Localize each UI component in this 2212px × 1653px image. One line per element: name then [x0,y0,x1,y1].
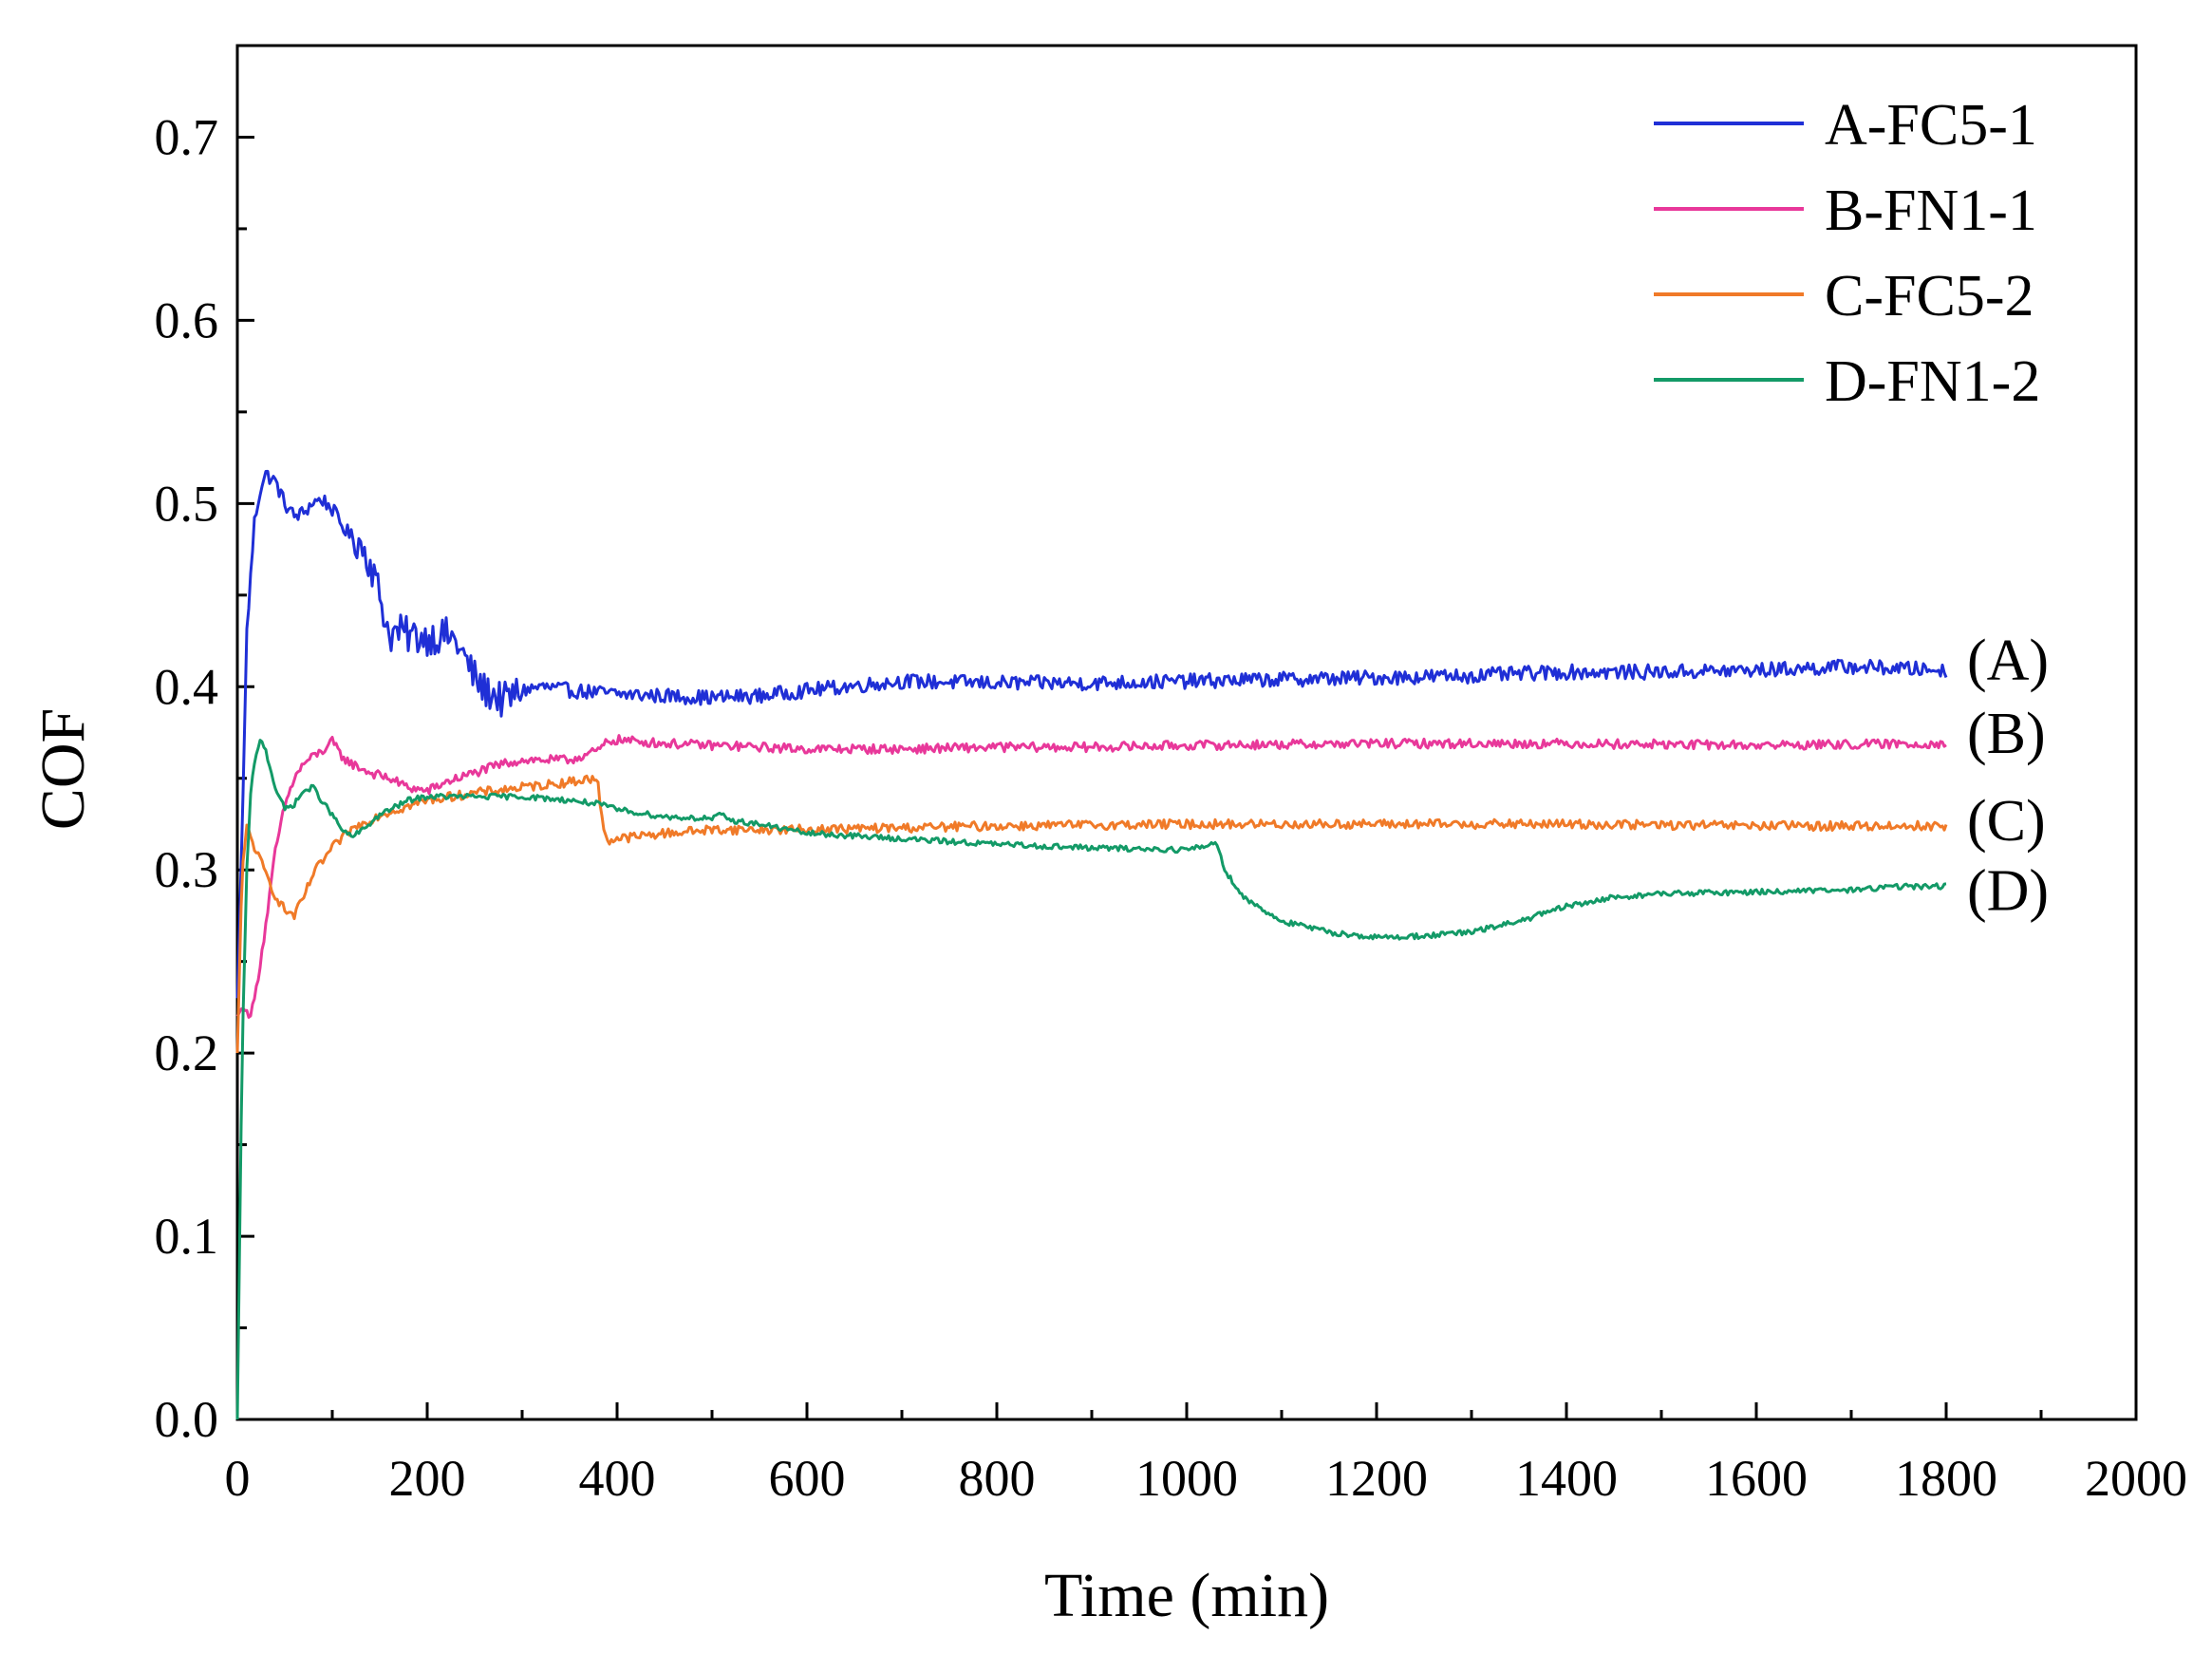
series-end-labels: (A) (B) (C)(D) [1967,629,2049,924]
series-line-a-fc5-1 [235,469,1948,999]
x-tick-label: 800 [959,1450,1036,1507]
y-tick-label: 0.6 [155,291,219,348]
x-axis-title: Time (min) [1044,1561,1329,1630]
x-tick-label: 0 [225,1450,251,1507]
plot-frame [235,44,2138,1421]
x-tick-label: 1800 [1895,1450,1997,1507]
x-tick-label: 2000 [2085,1450,2187,1507]
legend-label: A-FC5-1 [1825,93,2037,158]
series-line-c-fc5-2 [235,774,1948,1054]
x-tick-label: 200 [389,1450,466,1507]
x-axis-ticks: 0 200 400 600 800 1000 1200 1400 1600 1800 2000 [225,1402,2187,1507]
legend-label: D-FN1-2 [1825,349,2040,414]
y-axis-ticks: 0.0 0.1 0.2 0.3 0.4 0.5 0.6 0.7 [155,108,254,1448]
series-lines [235,469,1948,1420]
x-tick-label: 600 [769,1450,846,1507]
series-end-label: (B) [1967,702,2046,766]
series-line-d-fn1-2 [235,739,1947,1420]
y-tick-label: 0.4 [155,658,219,715]
y-tick-label: 0.2 [155,1024,219,1081]
legend: A-FC5-1 B-FN1-1 C-FC5-2 D-FN1-2 [1654,93,2040,414]
y-tick-label: 0.7 [155,108,219,165]
series-line-b-fn1-1 [235,734,1947,1019]
y-tick-label: 0.5 [155,475,219,532]
y-tick-label: 0.0 [155,1391,219,1448]
x-tick-label: 400 [579,1450,656,1507]
legend-label: B-FN1-1 [1825,178,2037,243]
x-minor-ticks [330,1410,2043,1419]
x-tick-label: 1400 [1515,1450,1618,1507]
x-tick-label: 1000 [1135,1450,1238,1507]
legend-label: C-FC5-2 [1825,264,2034,329]
series-end-label: (A) [1967,629,2049,693]
y-tick-label: 0.1 [155,1208,219,1265]
x-tick-label: 1200 [1325,1450,1428,1507]
series-end-label: (C) [1967,789,2046,854]
y-axis-title: COF [28,708,98,830]
y-tick-label: 0.3 [155,841,219,898]
x-tick-label: 1600 [1705,1450,1808,1507]
series-end-label: (D) [1967,859,2049,924]
